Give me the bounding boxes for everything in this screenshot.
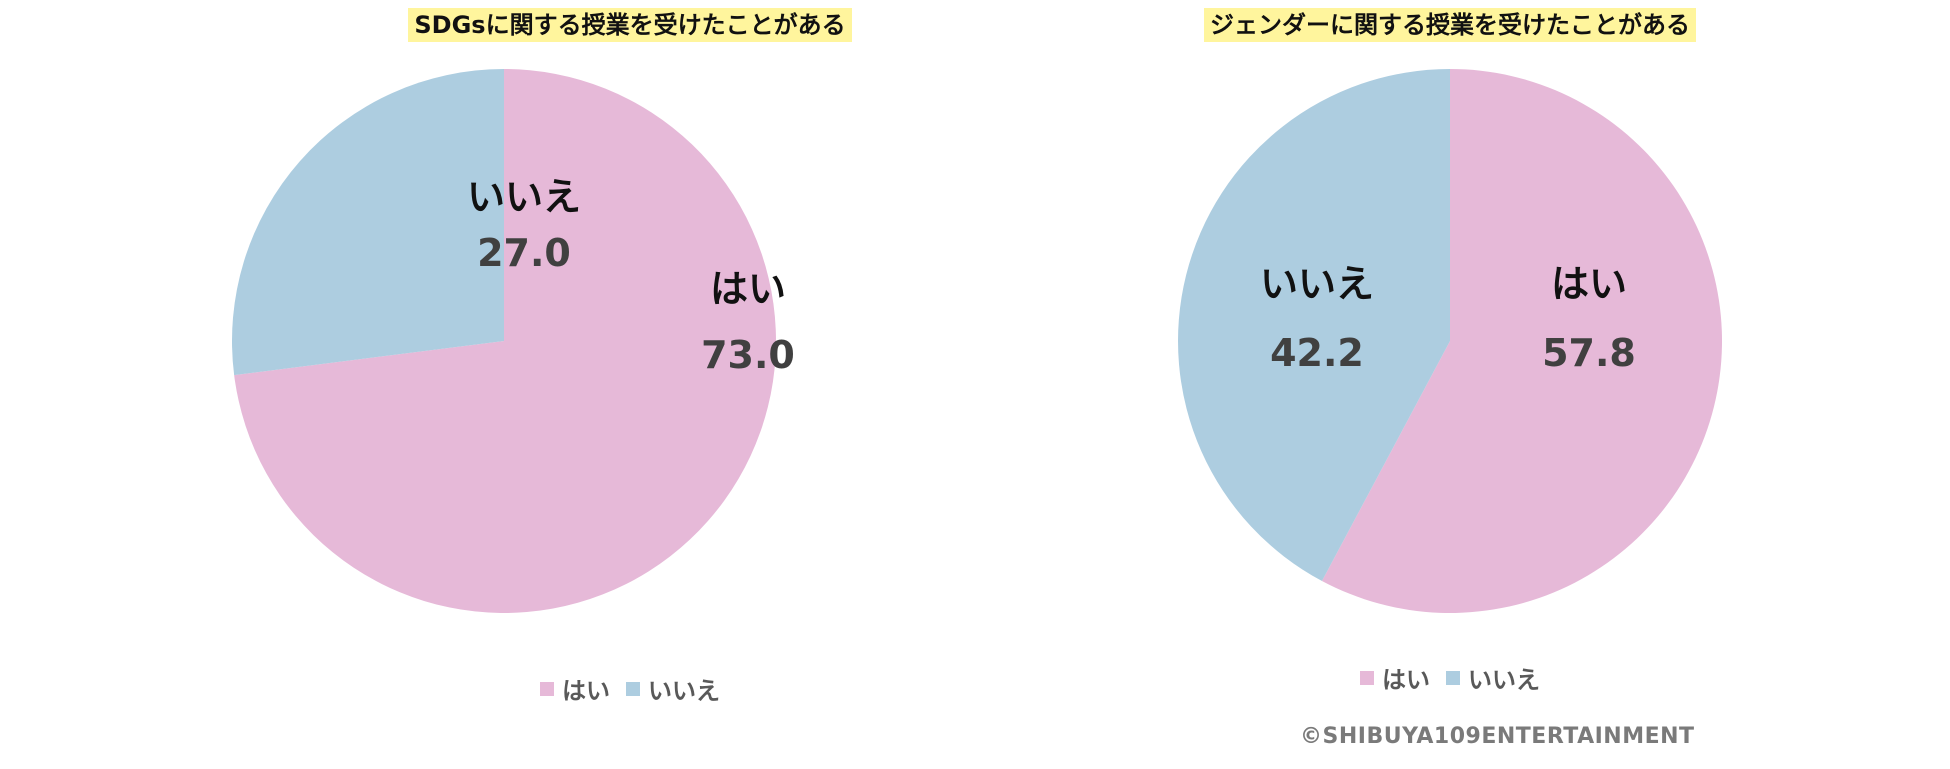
slice-value-yes: 57.8 [1542, 331, 1636, 375]
legend-item-no: いいえ [626, 671, 720, 706]
slice-value-yes: 73.0 [701, 333, 795, 377]
slice-value-no: 42.2 [1270, 331, 1364, 375]
chart-title: ジェンダーに関する授業を受けたことがある [1204, 8, 1696, 42]
legend-item-yes: はい [1360, 660, 1430, 695]
copyright-text: ©SHIBUYA109ENTERTAINMENT [1300, 724, 1695, 749]
legend-label-no: いいえ [648, 677, 720, 705]
pie-slice-yes [1321, 69, 1723, 613]
pie-chart-sdgs: SDGsに関する授業を受けたことがある はい 73.0 いいえ 27.0 はい いいえ [180, 0, 1080, 720]
slice-label-yes: はい [710, 267, 786, 311]
slice-label-no: いいえ [467, 175, 581, 219]
legend: はい いいえ [180, 671, 1080, 706]
legend-swatch-no [1446, 670, 1460, 685]
chart-title: SDGsに関する授業を受けたことがある [408, 8, 852, 42]
pie-chart-gender: ジェンダーに関する授業を受けたことがある はい 57.8 いいえ 42.2 はい いい… [1000, 0, 1900, 720]
legend-swatch-yes [540, 681, 554, 696]
slice-value-no: 27.0 [477, 231, 571, 275]
legend-item-yes: はい [540, 671, 610, 706]
slice-label-yes: はい [1551, 262, 1627, 306]
legend-item-no: いいえ [1446, 660, 1540, 695]
legend-label-no: いいえ [1468, 666, 1540, 694]
pie-slice-yes [234, 69, 776, 613]
legend-swatch-yes [1360, 670, 1374, 685]
slice-label-no: いいえ [1260, 262, 1374, 306]
legend-swatch-no [626, 681, 640, 696]
pie-plot: はい 57.8 いいえ 42.2 [1178, 69, 1723, 613]
legend-label-yes: はい [1382, 666, 1430, 694]
legend: はい いいえ [1000, 660, 1900, 695]
pie-slice-no [1178, 69, 1450, 581]
pie-slice-no [231, 69, 504, 376]
legend-label-yes: はい [562, 677, 610, 705]
pie-plot: はい 73.0 いいえ 27.0 [231, 69, 795, 613]
